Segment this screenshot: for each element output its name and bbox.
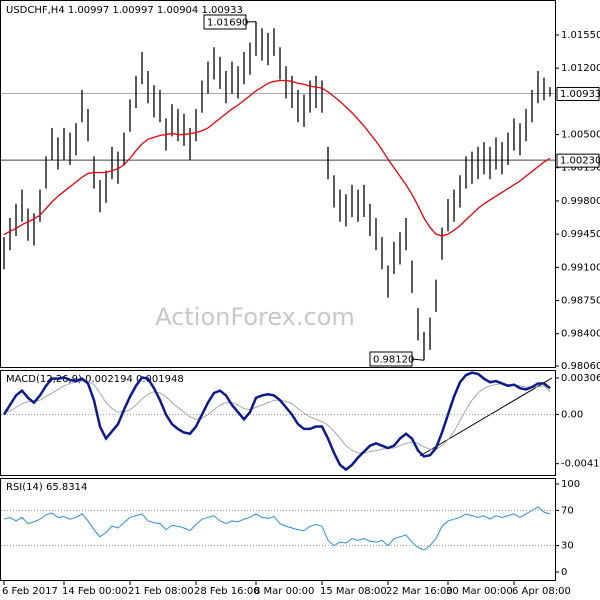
watermark: ActionForex.com: [155, 303, 355, 331]
x-tick-label: 22 Mar 16:00: [386, 586, 453, 597]
signal-line: [3, 380, 551, 454]
y-tick-label: 1.01200: [561, 63, 600, 74]
x-tick-label: 14 Feb 00:00: [62, 586, 128, 597]
y-tick-label: 0.99800: [561, 196, 600, 207]
macd-panel: [0, 370, 556, 476]
x-tick-label: 21 Feb 08:00: [128, 586, 194, 597]
macd-line: [2, 371, 551, 472]
level-label: 1.00230: [560, 156, 600, 167]
moving-average: [3, 79, 551, 237]
x-tick-label: 30 Mar 00:00: [446, 586, 513, 597]
high_label-text: 1.01690: [207, 18, 248, 29]
y-tick-label: 0.00: [561, 410, 583, 421]
rsi-panel: [0, 478, 556, 581]
y-tick-label: -0.004104: [561, 459, 600, 470]
y-tick-label: 0.003063: [561, 373, 600, 384]
low_label-text: 0.98120: [373, 355, 414, 366]
y-tick-label: 1.01550: [561, 30, 600, 41]
y-tick-label: 0.98750: [561, 296, 600, 307]
rsi-header: RSI(14) 65.8314: [6, 482, 87, 493]
high_label-box: [203, 14, 247, 30]
y-tick-label: 0.99450: [561, 229, 600, 240]
y-tick-label: 1.00150: [561, 163, 600, 174]
x-tick-label: 6 Feb 2017: [2, 586, 58, 597]
price-panel: [0, 0, 556, 368]
y-tick-label: 100: [561, 479, 580, 490]
y-tick-label: 0.98400: [561, 329, 600, 340]
y-tick-label: 1.00500: [561, 130, 600, 141]
y-tick-label: 0: [561, 567, 567, 578]
price-header: USDCHF,H4 1.00997 1.00997 1.00904 1.0093…: [6, 5, 243, 16]
x-tick-label: 6 Apr 08:00: [512, 586, 571, 597]
x-tick-label: 8 Mar 00:00: [254, 586, 314, 597]
rsi-line: [3, 506, 551, 551]
x-tick-label: 28 Feb 16:00: [194, 586, 260, 597]
level-label-box: [556, 153, 600, 168]
low_label-leader: [411, 358, 425, 361]
y-tick-label: 0.98060: [561, 361, 600, 372]
current-price-label-box: [556, 86, 600, 101]
trend-line: [419, 377, 553, 457]
macd-header: MACD(12,26,9) 0.002194 0.001948: [6, 374, 184, 385]
y-tick-label: 0.99100: [561, 262, 600, 273]
y-tick-label: 70: [561, 505, 574, 516]
low_label-box: [369, 351, 413, 367]
current-price-label: 1.00933: [560, 89, 600, 100]
panels: [0, 0, 556, 581]
x-tick-label: 15 Mar 08:00: [320, 586, 387, 597]
y-tick-label: 30: [561, 541, 574, 552]
